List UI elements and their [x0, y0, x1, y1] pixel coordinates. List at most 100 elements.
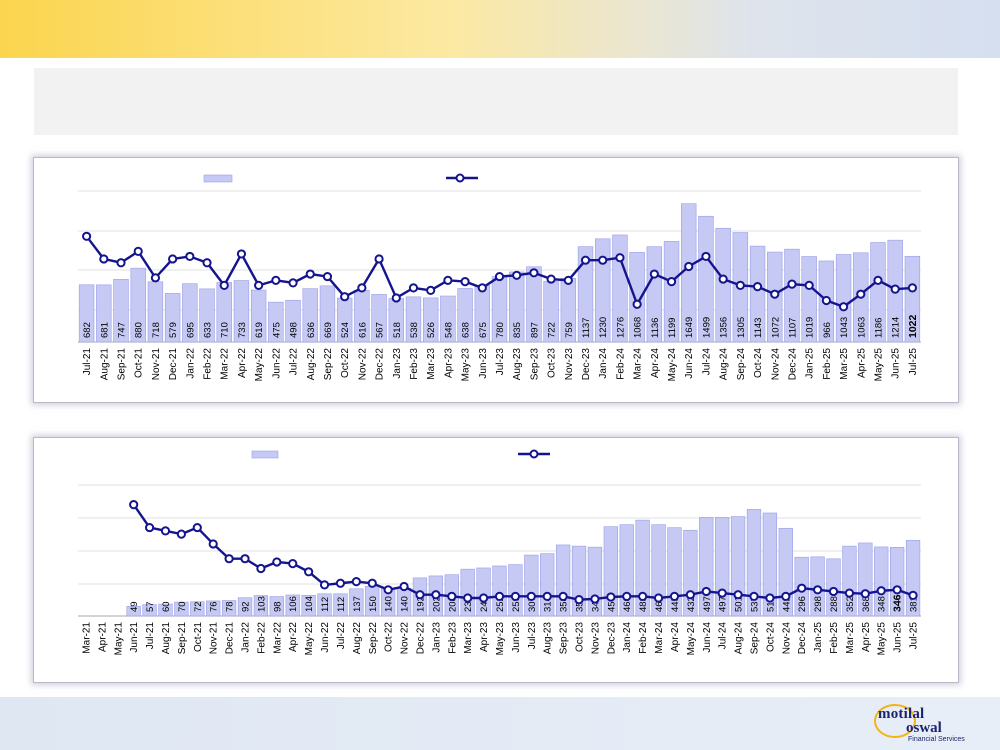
line-point [322, 271, 333, 282]
x-tick-label: Jun-24 [702, 622, 713, 653]
bar-value-label: 150 [368, 596, 379, 612]
bar [715, 227, 731, 343]
line-point [580, 255, 591, 265]
bar [746, 509, 762, 617]
bar [199, 288, 215, 343]
bar [698, 215, 714, 343]
bar [842, 545, 857, 617]
x-tick-label: Nov-24 [781, 622, 792, 655]
bar-value-label: 497 [702, 596, 713, 612]
line-point [305, 269, 315, 279]
x-tick-label: Jun-25 [893, 622, 904, 653]
bar [233, 280, 250, 343]
x-tick-label: Apr-25 [861, 622, 872, 652]
bar-value-label: 747 [117, 322, 128, 338]
line-point [185, 251, 195, 262]
x-tick-label: Jul-21 [82, 348, 93, 376]
line-point [271, 275, 281, 285]
bar-value-label: 518 [392, 322, 403, 338]
bar [158, 603, 173, 617]
x-tick-label: Sep-24 [736, 348, 747, 381]
line-point [272, 557, 282, 567]
line-point [876, 586, 886, 596]
bar-value-label: 1136 [650, 318, 661, 338]
bar-value-label: 70 [177, 601, 188, 612]
line-point [443, 275, 453, 285]
bar-value-label: 619 [254, 322, 265, 338]
x-tick-label: Feb-24 [615, 348, 626, 380]
bar-value-label: 718 [151, 322, 162, 338]
bar-value-label: 346 [892, 594, 904, 612]
x-tick-label: Feb-25 [829, 622, 840, 654]
bar-value-label: 296 [797, 596, 808, 612]
line-point [374, 254, 384, 264]
bar-value-label: 432 [686, 596, 697, 612]
bar [603, 526, 618, 617]
x-tick-label: Apr-22 [237, 348, 248, 378]
bar-value-label: 548 [443, 322, 454, 338]
line-point [813, 585, 823, 595]
bar [890, 547, 905, 617]
x-tick-label: Aug-22 [306, 348, 317, 381]
x-tick-label: Mar-22 [272, 622, 283, 654]
bar-value-label: 722 [547, 322, 558, 338]
bar-value-label: 1186 [873, 318, 884, 338]
x-tick-label: Mar-24 [654, 622, 665, 654]
x-tick-label: Nov-23 [564, 348, 575, 381]
bar-value-label: 1068 [633, 317, 644, 338]
x-tick-label: Apr-25 [856, 348, 867, 378]
line-point [598, 255, 608, 265]
line-point [821, 295, 831, 306]
x-tick-label: Feb-25 [822, 348, 833, 380]
line-point [288, 559, 298, 569]
bar-value-label: 897 [529, 322, 540, 338]
x-tick-label: Jun-21 [129, 622, 140, 653]
bar [302, 288, 318, 343]
bar-value-label: 682 [82, 322, 93, 338]
line-point [477, 283, 487, 293]
bar-value-label: 733 [237, 322, 248, 338]
x-tick-label: May-25 [877, 622, 888, 656]
line-point [908, 590, 918, 600]
bar-value-label: 497 [718, 596, 729, 612]
bar [237, 597, 253, 617]
line-point [606, 592, 616, 602]
x-tick-label: Jul-24 [701, 348, 712, 376]
bar-value-label: 236 [463, 596, 474, 612]
bar-value-label: 460 [622, 596, 633, 612]
x-tick-label: Oct-24 [765, 622, 776, 652]
line-point [590, 594, 600, 604]
x-tick-label: Oct-21 [193, 622, 204, 652]
bar [206, 600, 221, 617]
line-point [208, 539, 218, 549]
x-tick-label: Nov-21 [151, 348, 162, 381]
chart-bottom: 49 57 60 70 72 76 78 92 103 98 106 104 112 112 137 150 1… [78, 449, 921, 656]
bar [317, 593, 332, 617]
line-point [735, 280, 745, 290]
bar [164, 293, 181, 343]
bar-value-label: 579 [168, 322, 179, 338]
bar-value-label: 137 [352, 596, 363, 612]
bar [460, 568, 475, 617]
line-point [447, 591, 457, 601]
bar-value-label: 112 [336, 597, 347, 612]
bar [646, 246, 663, 343]
x-tick-label: Jun-23 [511, 622, 522, 653]
bar-value-label: 347 [590, 596, 601, 612]
x-tick-label: Mar-25 [839, 348, 850, 380]
bar [182, 283, 198, 343]
bar-value-label: 72 [193, 601, 204, 612]
line-point [890, 284, 900, 294]
line-point [478, 593, 489, 603]
x-tick-label: Sep-21 [117, 348, 128, 381]
line-point [494, 271, 505, 282]
bar [319, 285, 336, 343]
bar-value-label: 519 [765, 596, 776, 612]
bar [612, 234, 628, 343]
line-point [838, 302, 849, 312]
line-point [408, 283, 419, 293]
logo-text: oswal [906, 720, 942, 736]
line-point [304, 567, 314, 577]
x-tick-label: Mar-21 [81, 622, 92, 654]
line-point [526, 591, 536, 601]
